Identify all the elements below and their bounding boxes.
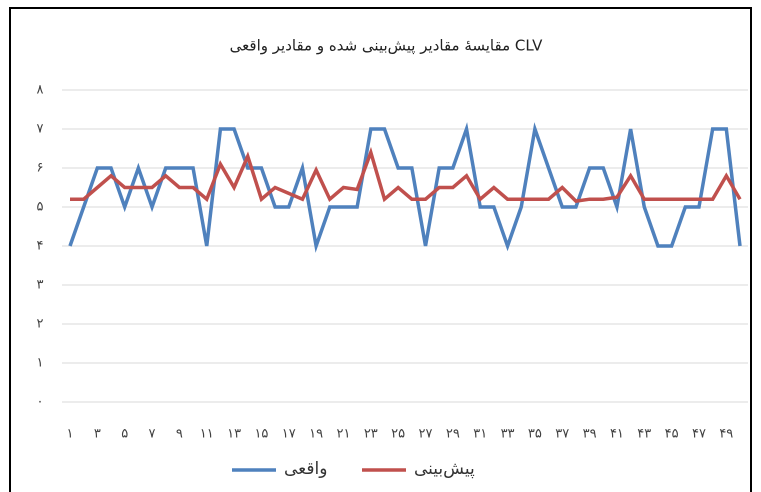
x-tick-label: ۳۹ <box>583 427 597 442</box>
x-tick-label: ۱۵ <box>254 427 268 442</box>
legend-label: پیش‌بینی <box>414 459 475 479</box>
legend-label: واقعی <box>284 459 327 479</box>
x-tick-label: ۷ <box>149 427 156 442</box>
data-line <box>70 146 742 204</box>
x-tick-label: ۲۹ <box>446 427 460 442</box>
x-tick-label: ۴۳ <box>637 427 651 442</box>
x-tick-label: ۲۵ <box>391 427 405 442</box>
y-tick-label: ۳ <box>37 278 44 293</box>
y-tick-label: ۴ <box>37 239 44 254</box>
chart-frame <box>9 7 752 492</box>
data-line <box>68 122 742 253</box>
y-tick-label: ۸ <box>37 83 44 98</box>
x-tick-label: ۲۱ <box>336 427 350 442</box>
x-tick-label: ۳۱ <box>473 427 487 442</box>
x-tick-label: ۵ <box>121 427 128 442</box>
y-tick-label: ۵ <box>37 200 44 215</box>
x-tick-label: ۱۳ <box>227 427 241 442</box>
x-tick-label: ۱ <box>67 427 74 442</box>
x-tick-label: ۹ <box>176 427 183 442</box>
y-tick-label: ۷ <box>37 122 44 137</box>
x-tick-label: ۳۷ <box>555 427 569 442</box>
chart-title: مقایسهٔ مقادیر پیش‌بینی شده و مقادیر واق… <box>230 37 543 56</box>
x-tick-label: ۴۵ <box>665 427 679 442</box>
x-tick-label: ۳ <box>94 427 101 442</box>
x-tick-label: ۲۳ <box>364 427 378 442</box>
x-tick-label: ۴۱ <box>610 427 624 442</box>
y-tick-label: ۱ <box>37 356 44 371</box>
y-tick-label: ۲ <box>37 317 44 332</box>
x-tick-label: ۴۷ <box>692 427 706 442</box>
x-tick-label: ۳۳ <box>501 427 515 442</box>
x-tick-label: ۲۷ <box>419 427 433 442</box>
x-tick-label: ۳۵ <box>528 427 542 442</box>
x-tick-label: ۱۷ <box>282 427 296 442</box>
x-tick-label: ۱۱ <box>200 427 214 442</box>
y-tick-label: ۶ <box>37 161 44 176</box>
x-tick-label: ۱۹ <box>309 427 323 442</box>
x-tick-label: ۴۹ <box>719 427 733 442</box>
y-tick-label: ۰ <box>37 395 44 410</box>
